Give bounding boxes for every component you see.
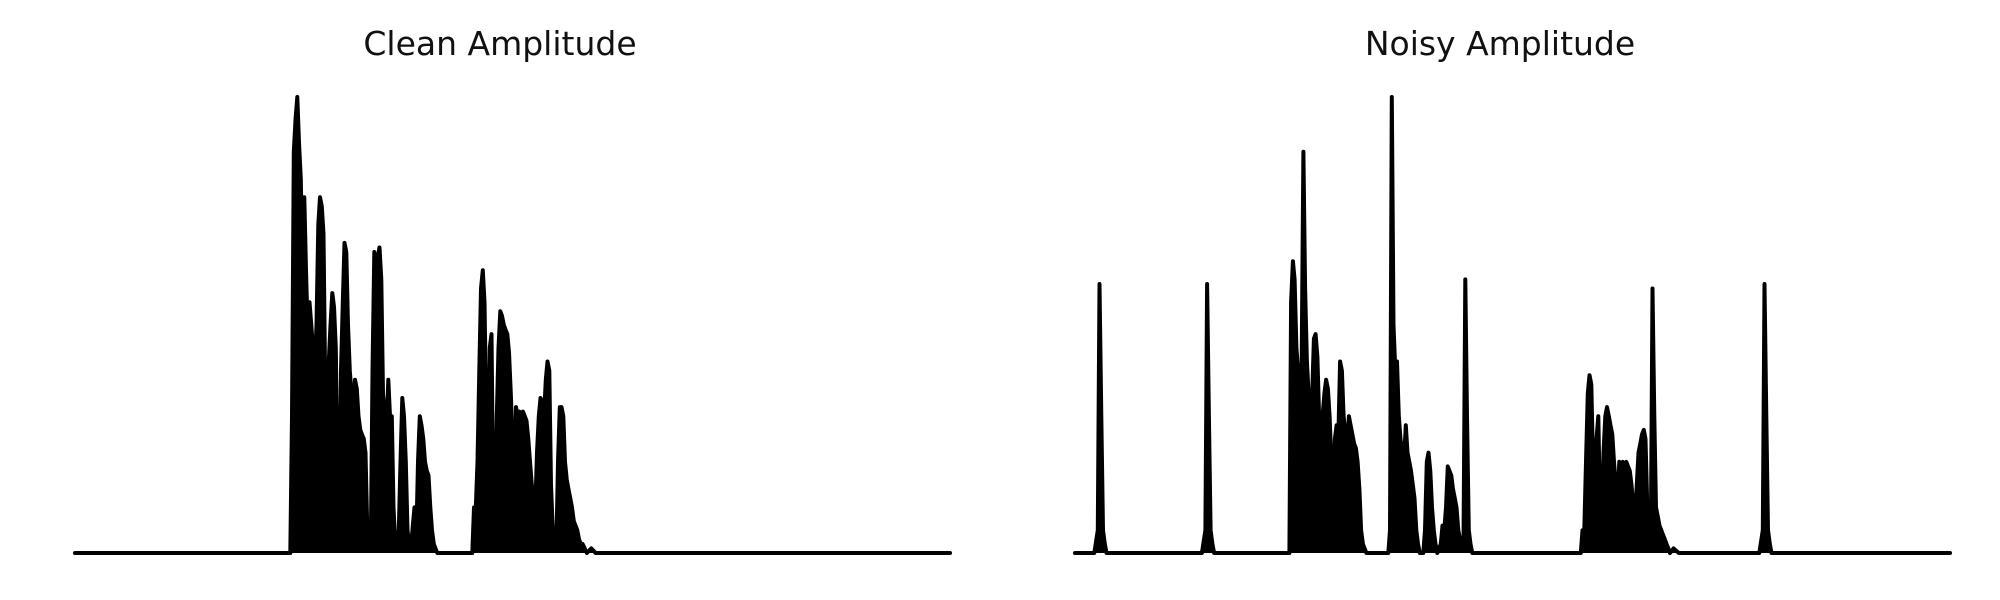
noisy-amplitude-plot	[1073, 95, 1952, 555]
series-0-line	[73, 95, 952, 555]
noisy-amplitude-title: Noisy Amplitude	[1364, 24, 1636, 63]
series-0-line	[1073, 95, 1952, 555]
noisy-amplitude-chart: Noisy Amplitude	[1000, 0, 2000, 600]
series-0-area	[1075, 97, 1950, 553]
clean-amplitude-chart: Clean Amplitude	[73, 24, 952, 555]
clean-amplitude-title: Clean Amplitude	[363, 24, 637, 63]
clean-amplitude-plot	[73, 95, 952, 555]
